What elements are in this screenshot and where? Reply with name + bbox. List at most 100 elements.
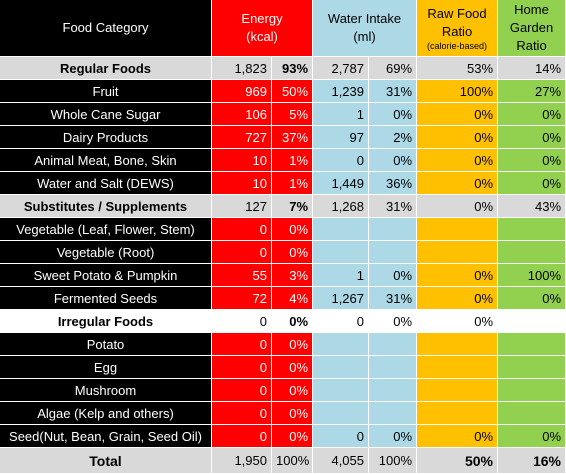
garden-ratio-cell: 0%: [498, 287, 566, 310]
water-pct-cell: 69%: [369, 57, 418, 80]
water-pct-cell: [369, 356, 418, 379]
garden-ratio-cell: 14%: [498, 57, 566, 80]
garden-ratio-cell: 100%: [498, 264, 566, 287]
header-food-category: Food Category: [0, 0, 212, 57]
garden-ratio-cell: [498, 402, 566, 425]
category-cell: Seed(Nut, Bean, Grain, Seed Oil): [0, 425, 212, 448]
energy-cell: 72: [212, 287, 272, 310]
table-row: Fermented Seeds 72 4% 1,267 31% 0% 0%: [0, 287, 566, 310]
category-cell: Substitutes / Supplements: [0, 195, 212, 218]
table-row: Water and Salt (DEWS) 10 1% 1,449 36% 0% 0%: [0, 172, 566, 195]
garden-ratio-cell: [498, 333, 566, 356]
header-energy-label: Energy: [241, 11, 283, 26]
raw-ratio-cell: 0%: [417, 103, 499, 126]
energy-pct-cell: 3%: [272, 264, 314, 287]
total-row: Total 1,950 100% 4,055 100% 50% 16%: [0, 448, 566, 474]
garden-ratio-cell: 27%: [498, 80, 566, 103]
energy-cell: 0: [212, 356, 272, 379]
category-cell: Algae (Kelp and others): [0, 402, 212, 425]
water-cell: 1,268: [313, 195, 370, 218]
raw-ratio-cell: 50%: [417, 448, 499, 474]
water-pct-cell: 0%: [369, 149, 418, 172]
water-pct-cell: 31%: [369, 287, 418, 310]
garden-ratio-cell: [498, 218, 566, 241]
garden-ratio-cell: 0%: [498, 172, 566, 195]
water-pct-cell: 0%: [369, 103, 418, 126]
energy-cell: 0: [212, 333, 272, 356]
header-raw-note: (calorie-based): [427, 40, 488, 51]
garden-ratio-cell: 0%: [498, 103, 566, 126]
energy-pct-cell: 0%: [272, 425, 314, 448]
water-pct-cell: 0%: [369, 310, 418, 333]
group-row: Substitutes / Supplements 127 7% 1,268 31% 0%…: [0, 195, 566, 218]
category-cell: Animal Meat, Bone, Skin: [0, 149, 212, 172]
raw-ratio-cell: [417, 402, 499, 425]
water-pct-cell: 31%: [369, 195, 418, 218]
header-garden-line1: Home: [514, 2, 549, 17]
water-cell: [313, 333, 370, 356]
group-row: Regular Foods 1,823 93% 2,787 69% 53% 14%: [0, 57, 566, 80]
group-row: Irregular Foods 0 0% 0 0% 0%: [0, 310, 566, 333]
category-cell: Potato: [0, 333, 212, 356]
energy-cell: 106: [212, 103, 272, 126]
table-row: Whole Cane Sugar 106 5% 1 0% 0% 0%: [0, 103, 566, 126]
table-row: Vegetable (Root) 0 0%: [0, 241, 566, 264]
garden-ratio-cell: [498, 379, 566, 402]
table-row: Egg 0 0%: [0, 356, 566, 379]
water-pct-cell: [369, 241, 418, 264]
energy-cell: 969: [212, 80, 272, 103]
energy-cell: 1,823: [212, 57, 272, 80]
energy-pct-cell: 0%: [272, 310, 314, 333]
energy-cell: 0: [212, 218, 272, 241]
table-row: Potato 0 0%: [0, 333, 566, 356]
water-pct-cell: 0%: [369, 264, 418, 287]
water-cell: 1,267: [313, 287, 370, 310]
water-cell: 0: [313, 149, 370, 172]
category-cell: Fruit: [0, 80, 212, 103]
garden-ratio-cell: 0%: [498, 126, 566, 149]
water-cell: 2,787: [313, 57, 370, 80]
category-cell: Irregular Foods: [0, 310, 212, 333]
category-cell: Vegetable (Root): [0, 241, 212, 264]
garden-ratio-cell: 43%: [498, 195, 566, 218]
category-cell: Water and Salt (DEWS): [0, 172, 212, 195]
energy-pct-cell: 100%: [272, 448, 314, 474]
raw-ratio-cell: [417, 379, 499, 402]
garden-ratio-cell: [498, 241, 566, 264]
energy-pct-cell: 0%: [272, 333, 314, 356]
water-cell: 0: [313, 425, 370, 448]
energy-pct-cell: 50%: [272, 80, 314, 103]
energy-pct-cell: 1%: [272, 149, 314, 172]
header-energy-unit: (kcal): [246, 29, 278, 44]
energy-cell: 127: [212, 195, 272, 218]
energy-pct-cell: 0%: [272, 379, 314, 402]
energy-pct-cell: 0%: [272, 402, 314, 425]
garden-ratio-cell: 16%: [498, 448, 566, 474]
raw-ratio-cell: [417, 218, 499, 241]
energy-cell: 55: [212, 264, 272, 287]
water-cell: 1,239: [313, 80, 370, 103]
energy-pct-cell: 7%: [272, 195, 314, 218]
raw-ratio-cell: 0%: [417, 195, 499, 218]
water-cell: [313, 218, 370, 241]
raw-ratio-cell: 0%: [417, 287, 499, 310]
garden-ratio-cell: [498, 356, 566, 379]
raw-ratio-cell: 0%: [417, 310, 499, 333]
energy-pct-cell: 4%: [272, 287, 314, 310]
water-pct-cell: [369, 402, 418, 425]
energy-cell: 0: [212, 310, 272, 333]
category-cell: Whole Cane Sugar: [0, 103, 212, 126]
energy-cell: 727: [212, 126, 272, 149]
energy-pct-cell: 5%: [272, 103, 314, 126]
table-row: Seed(Nut, Bean, Grain, Seed Oil) 0 0% 0 0% 0%…: [0, 425, 566, 448]
water-pct-cell: 0%: [369, 425, 418, 448]
header-row: Food Category Energy (kcal) Water Intake…: [0, 0, 566, 57]
category-cell: Mushroom: [0, 379, 212, 402]
energy-cell: 0: [212, 241, 272, 264]
water-pct-cell: 31%: [369, 80, 418, 103]
water-pct-cell: [369, 333, 418, 356]
energy-cell: 10: [212, 172, 272, 195]
garden-ratio-cell: [498, 310, 566, 333]
water-cell: 97: [313, 126, 370, 149]
